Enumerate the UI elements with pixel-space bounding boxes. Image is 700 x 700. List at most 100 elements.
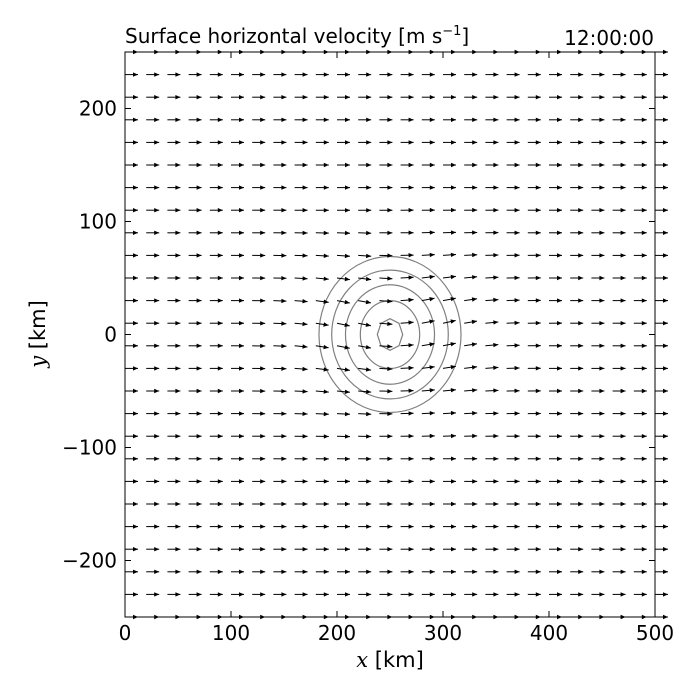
- vector-arrow: [125, 117, 138, 122]
- vector-arrow: [421, 95, 435, 100]
- vector-arrow: [358, 185, 372, 190]
- vector-arrow: [527, 434, 541, 439]
- vector-arrow: [231, 501, 244, 507]
- vector-arrow: [527, 117, 541, 122]
- vector-arrow: [570, 343, 584, 348]
- vector-arrow: [209, 208, 223, 213]
- vector-arrow: [421, 569, 435, 574]
- vector-arrow: [655, 208, 668, 213]
- vector-arrow: [146, 208, 160, 213]
- vector-arrow: [506, 411, 520, 416]
- vector-arrow: [506, 365, 520, 371]
- vector-arrow: [209, 434, 223, 439]
- vector-arrow: [336, 434, 351, 439]
- vector-arrow: [485, 230, 499, 235]
- vector-arrow: [252, 140, 266, 145]
- vector-arrow: [485, 547, 499, 552]
- vector-arrow: [464, 319, 478, 325]
- vector-arrow: [549, 569, 562, 574]
- vector-arrow: [125, 230, 138, 235]
- vector-arrow: [336, 389, 350, 394]
- vector-arrow: [315, 389, 329, 394]
- vector-arrow: [421, 456, 435, 461]
- vector-arrow: [252, 95, 266, 100]
- vector-arrow: [252, 411, 266, 416]
- y-axis-label: y [km]: [26, 300, 50, 369]
- vector-arrow: [273, 162, 287, 168]
- vector-arrow: [421, 501, 435, 507]
- vector-arrow: [273, 592, 287, 597]
- vector-arrow: [188, 388, 202, 394]
- vector-arrow: [379, 411, 393, 416]
- vector-arrow: [655, 614, 668, 620]
- vector-arrow: [612, 547, 626, 552]
- vector-arrow: [549, 388, 562, 394]
- vector-arrow: [379, 185, 393, 190]
- vector-arrow: [506, 72, 520, 77]
- vector-arrow: [188, 72, 202, 77]
- vector-arrow: [358, 389, 372, 394]
- vector-arrow: [146, 117, 160, 122]
- vector-arrow: [443, 524, 456, 529]
- vector-arrow: [252, 321, 266, 326]
- vector-arrow: [464, 275, 478, 280]
- vector-arrow: [527, 569, 541, 574]
- vector-arrow: [400, 95, 414, 100]
- vector-arrow: [337, 547, 350, 552]
- vector-arrow: [167, 366, 181, 371]
- vector-arrow: [252, 456, 266, 461]
- vector-arrow: [633, 140, 647, 145]
- vector-arrow: [612, 366, 626, 371]
- vector-arrow: [315, 547, 329, 552]
- vector-arrow: [400, 456, 414, 461]
- vector-arrow: [443, 479, 456, 484]
- vector-arrow: [527, 388, 541, 394]
- vector-arrow: [379, 72, 393, 77]
- vector-arrow: [549, 72, 562, 77]
- vector-arrow: [633, 253, 647, 258]
- vector-arrow: [358, 276, 372, 282]
- vector-arrow: [464, 524, 478, 529]
- vector-arrow: [400, 162, 414, 168]
- vector-arrow: [273, 185, 287, 190]
- vector-arrow: [337, 117, 350, 122]
- vector-arrow: [379, 501, 393, 507]
- vector-arrow: [188, 592, 202, 597]
- vector-arrow: [188, 140, 202, 145]
- vector-arrow: [146, 275, 160, 281]
- vector-arrow: [294, 344, 308, 349]
- vector-arrow: [655, 140, 668, 145]
- vector-arrow: [252, 388, 266, 394]
- vector-arrow: [549, 230, 562, 235]
- vector-arrow: [146, 298, 160, 303]
- vector-arrow: [485, 208, 499, 213]
- vector-arrow: [549, 95, 562, 100]
- vector-arrow: [358, 456, 372, 462]
- vector-arrow: [612, 569, 626, 574]
- vector-arrow: [167, 411, 181, 416]
- vector-arrow: [421, 117, 435, 122]
- vector-arrow: [549, 479, 562, 484]
- vector-arrow: [294, 72, 308, 77]
- vector-arrow: [527, 343, 541, 348]
- vector-arrow: [146, 230, 160, 235]
- vector-arrow: [294, 547, 308, 552]
- vector-arrow: [188, 321, 202, 326]
- vector-arrow: [464, 72, 478, 77]
- vector-arrow: [167, 592, 181, 597]
- vector-arrow: [442, 297, 456, 302]
- vector-arrow: [549, 434, 562, 439]
- vector-arrow: [379, 253, 393, 258]
- vector-arrow: [443, 95, 456, 100]
- vector-arrow: [273, 140, 287, 145]
- vector-arrow: [209, 456, 223, 461]
- vector-arrow: [379, 276, 393, 281]
- vector-arrow: [485, 456, 499, 461]
- vector-arrow: [273, 321, 287, 326]
- vector-arrow: [294, 299, 308, 304]
- vector-arrow: [506, 298, 520, 303]
- vector-arrow: [358, 253, 372, 259]
- vector-arrow: [633, 547, 647, 552]
- vector-arrow: [209, 366, 223, 371]
- vector-arrow: [231, 434, 244, 439]
